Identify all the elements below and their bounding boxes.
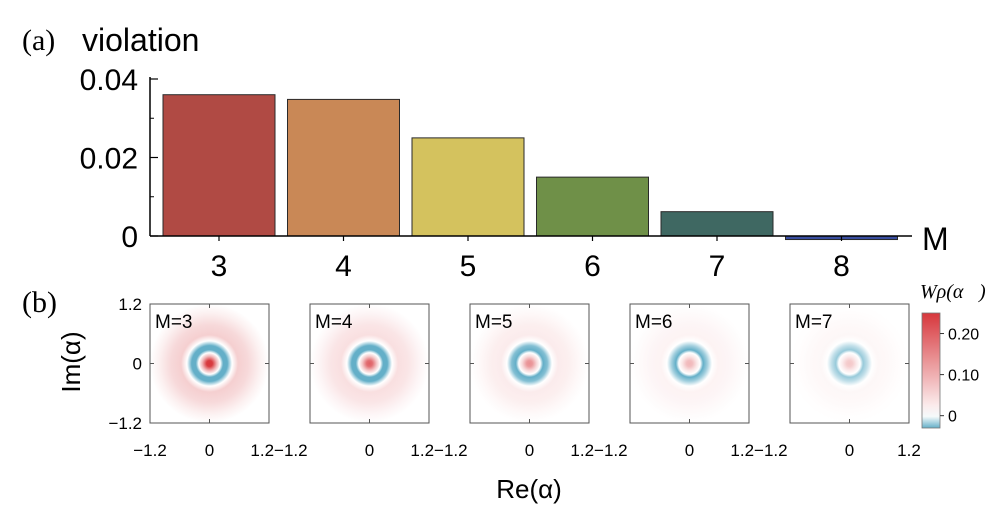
x-tick-label: 1.2−1.2 (250, 441, 307, 460)
colorbar-tick-label: 0.20 (948, 327, 979, 344)
heatmap-M=6: M=6 0 1.2−1.2 (629, 303, 788, 460)
bar-m7 (660, 211, 774, 237)
y-tick-label: −1.2 (108, 414, 142, 433)
bar-chart-panel: (a) violation M 3 4 5 6 7 8 0 0.02 0.04 (22, 22, 949, 283)
colorbar-gradient (921, 312, 941, 429)
heatmap-image (310, 304, 429, 423)
colorbar-title: Wρ(α⃗) (920, 281, 986, 303)
heatmap-M=5: M=5 0 1.2−1.2 (469, 303, 628, 460)
panel-b-label: (b) (22, 286, 57, 319)
x-tick-label: 4 (335, 250, 352, 283)
heatmap-M=4: M=4 0 1.2−1.2 (309, 303, 468, 460)
heatmap-image (790, 304, 909, 423)
x-tick-label: 0 (685, 441, 694, 460)
y-tick-label: 0.04 (80, 64, 138, 97)
bars (162, 94, 898, 241)
heatmap-y-title: Im(α) (56, 331, 86, 392)
x-axis-title: M (922, 221, 949, 257)
heatmap-panels: M=30−1.2 1.2−1.2M=40 1.2−1.2M=50 1.2−1.2M=6… (108, 295, 920, 460)
y-tick-label: 1.2 (118, 295, 142, 314)
heatmap-image (630, 304, 749, 423)
x-tick-label: 6 (584, 250, 601, 283)
x-tick-label: 1.2 (897, 441, 921, 460)
colorbar-tick-label: 0.10 (948, 368, 979, 385)
bar-m4 (287, 98, 400, 237)
x-tick-label: 0 (205, 441, 214, 460)
y-tick-label: 0 (121, 221, 138, 254)
bar-m5 (411, 137, 525, 237)
x-tick-label: 0 (525, 441, 534, 460)
x-tick-label: 0 (365, 441, 374, 460)
x-tick-label: −1.2 (133, 441, 167, 460)
x-tick-label: 0 (845, 441, 854, 460)
heatmap-x-title: Re(α) (496, 474, 562, 504)
panel-a-label: (a) (22, 24, 55, 57)
heatmap-image (150, 304, 269, 423)
colorbar: 0.20 0.10 0 Wρ(α⃗) (920, 281, 986, 429)
y-tick-label: 0.02 (80, 143, 138, 176)
y-axis-title: violation (82, 22, 199, 58)
bar-m6 (536, 176, 649, 237)
bar-m3 (162, 94, 276, 237)
heatmap-label: M=6 (635, 312, 673, 333)
x-tick-label: 1.2−1.2 (570, 441, 627, 460)
wigner-panel: (b) Im(α) Re(α) M=30−1.2 1.2−1.2M=40 1.2−1… (22, 281, 986, 504)
heatmap-label: M=7 (795, 312, 833, 333)
y-tick-label: 0 (133, 355, 142, 374)
bar-axes: 3 4 5 6 7 8 0 0.02 0.04 (80, 64, 912, 283)
heatmap-label: M=5 (475, 312, 513, 333)
x-tick-label: 1.2−1.2 (730, 441, 787, 460)
heatmap-M=3: M=3 0 −1.2 1.2−1.2 (133, 303, 308, 460)
heatmap-image (470, 304, 589, 423)
colorbar-tick-label: 0 (948, 409, 957, 426)
x-tick-label: 8 (833, 250, 850, 283)
x-tick-label: 5 (460, 250, 477, 283)
heatmap-label: M=3 (155, 312, 193, 333)
x-tick-label: 3 (211, 250, 228, 283)
x-tick-label: 7 (709, 250, 726, 283)
heatmap-M=7: M=7 0 1.2 (789, 303, 921, 460)
x-tick-label: 1.2−1.2 (410, 441, 467, 460)
heatmap-label: M=4 (315, 312, 353, 333)
